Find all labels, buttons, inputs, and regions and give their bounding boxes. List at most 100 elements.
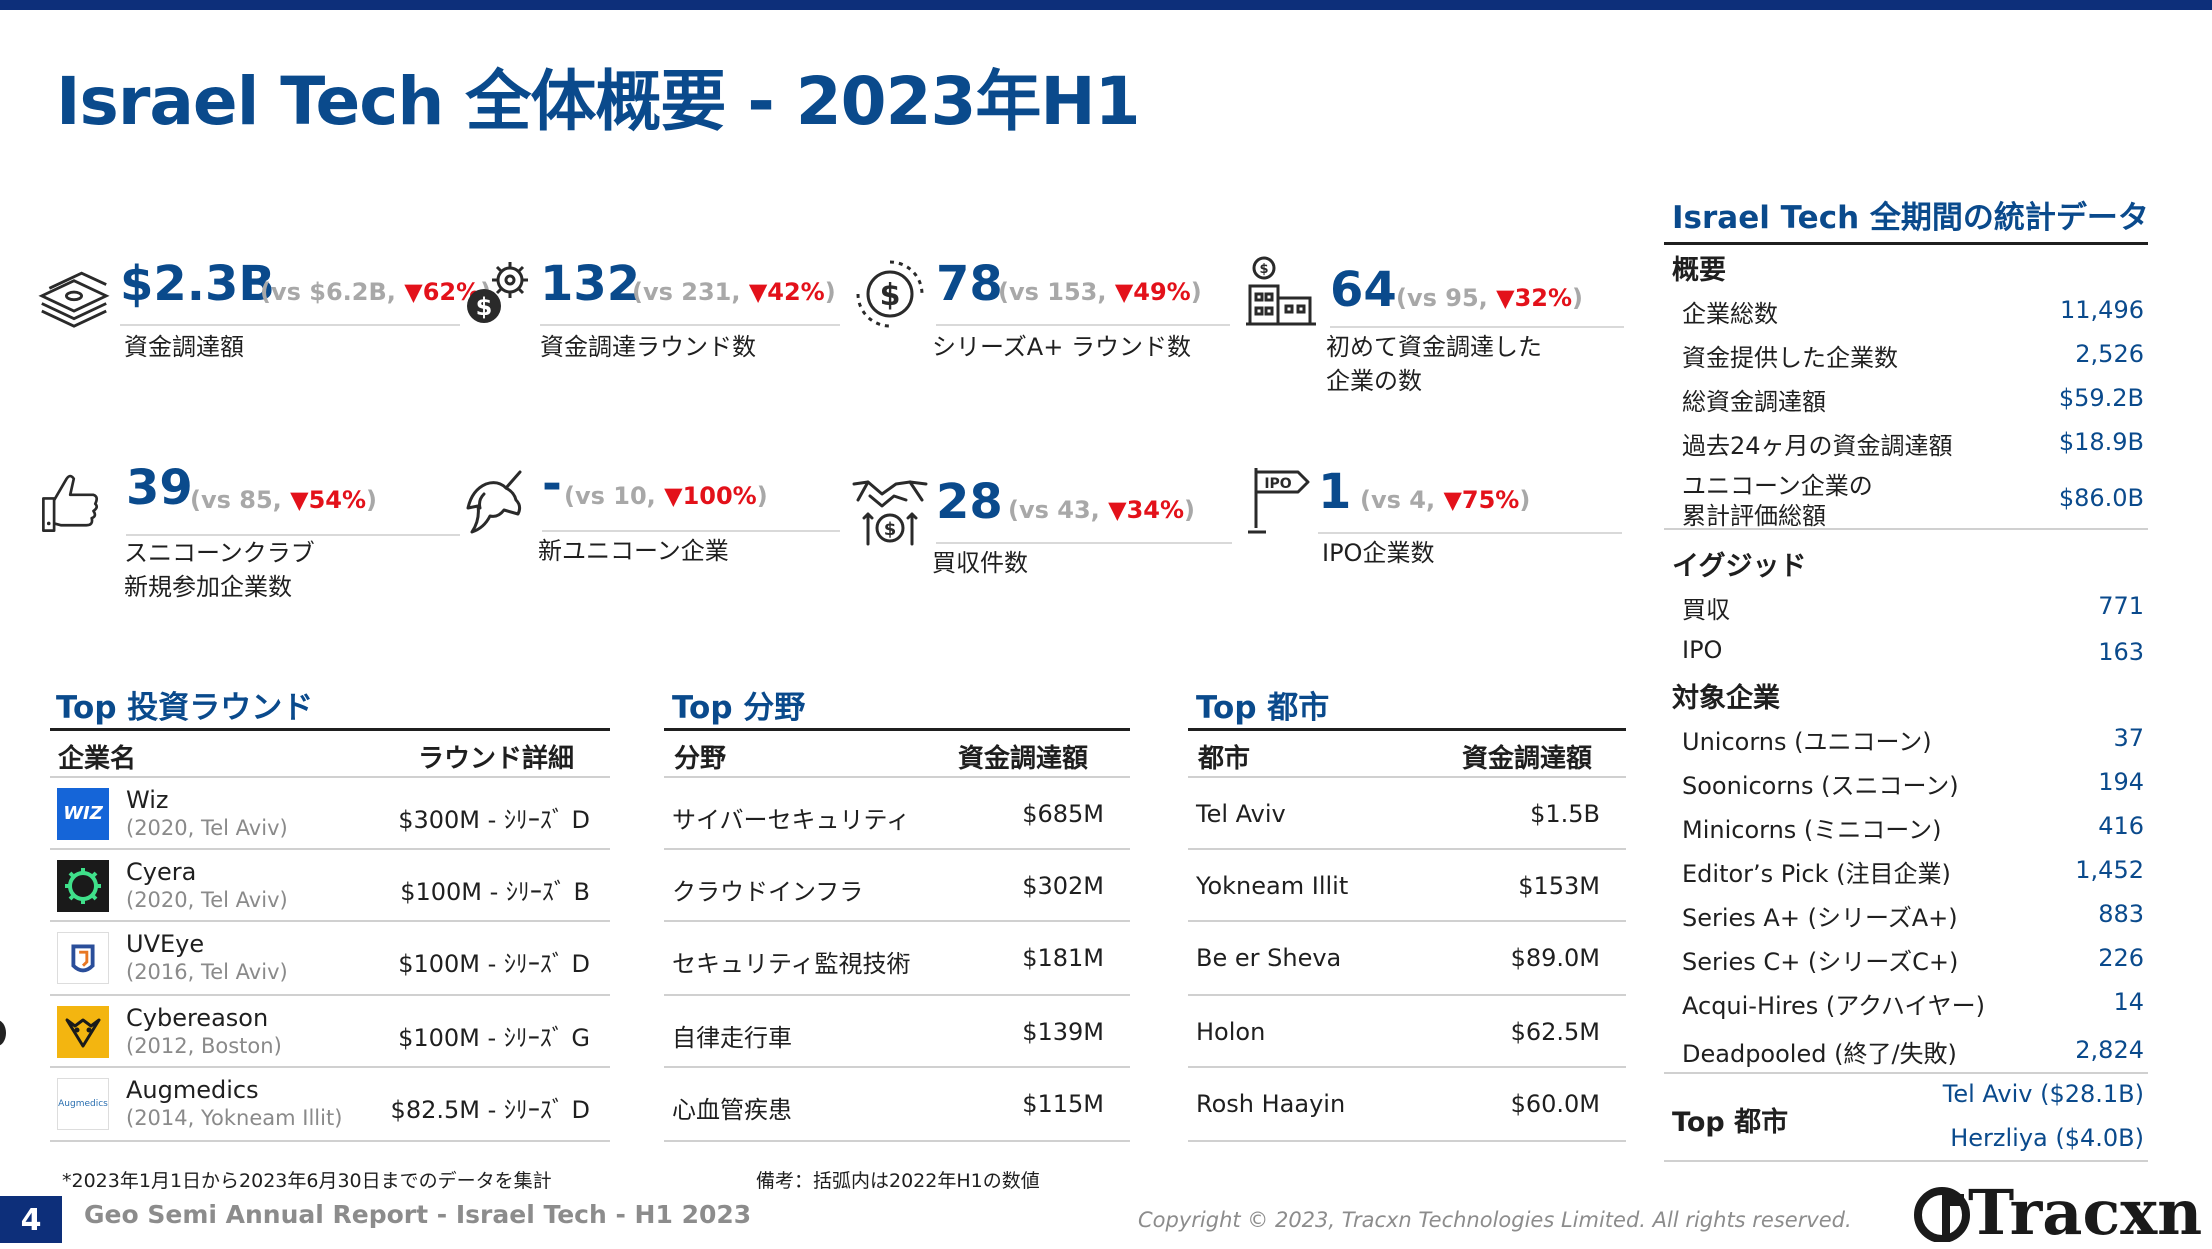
- row-divider: [664, 994, 1130, 996]
- stats-panel-title: Israel Tech 全期間の統計データ: [1672, 200, 2149, 236]
- stat-value: 226: [2098, 944, 2144, 972]
- city-name: Yokneam Illit: [1196, 872, 1349, 900]
- company-name: Augmedics: [126, 1076, 259, 1104]
- kpi-label: IPO企業数: [1322, 539, 1435, 567]
- company-name: UVEye: [126, 930, 205, 958]
- row-divider: [50, 1140, 610, 1142]
- cyera-logo: [57, 860, 109, 912]
- table-rule: [1188, 728, 1626, 731]
- field-name: サイバーセキュリティ: [672, 806, 911, 834]
- kpi-label: シリーズA+ ラウンド数: [932, 333, 1191, 361]
- stat-value: 771: [2098, 592, 2144, 620]
- stat-value: 883: [2098, 900, 2144, 928]
- kpi-value: 78: [936, 256, 1003, 312]
- column-header-funding: 資金調達額: [958, 744, 1089, 774]
- row-divider: [50, 1066, 610, 1068]
- svg-text:IPO: IPO: [1264, 476, 1291, 492]
- kpi-divider: [540, 324, 840, 326]
- kpi-divider: [126, 534, 460, 536]
- tracxn-logo-icon: [1914, 1187, 1970, 1242]
- page-title: Israel Tech 全体概要 - 2023年H1: [56, 63, 1141, 140]
- panel-rule: [1664, 242, 2148, 245]
- city-name: Holon: [1196, 1018, 1266, 1046]
- top-rounds-title: Top 投資ラウンド: [56, 690, 314, 726]
- column-header-round: ラウンド詳細: [418, 744, 575, 774]
- kpi-label-line2: 新規参加企業数: [124, 573, 292, 601]
- column-header-city: 都市: [1198, 744, 1251, 774]
- kpi-value: 132: [540, 256, 641, 312]
- kpi-label: 初めて資金調達した: [1326, 333, 1542, 361]
- kpi-new-unicorns: - (vs 10, ▼100%) 新ユニコーン企業: [458, 456, 840, 570]
- uveye-logo: [57, 932, 109, 984]
- kpi-funding-rounds: $ 132 (vs 231, ▼42%) 資金調達ラウンド数: [462, 250, 842, 361]
- stat-label: Series C+ (シリーズC+): [1682, 948, 1959, 976]
- top-city-first: Tel Aviv ($28.1B): [1942, 1080, 2144, 1108]
- row-divider: [664, 1140, 1130, 1142]
- stat-value: 416: [2098, 812, 2144, 840]
- row-divider: [1188, 1140, 1626, 1142]
- row-divider: [664, 920, 1130, 922]
- kpi-value: 39: [126, 460, 193, 516]
- kpi-change-down: ▼42%: [748, 278, 825, 306]
- city-name: Be er Sheva: [1196, 944, 1342, 972]
- stat-value: 2,824: [2075, 1036, 2144, 1064]
- footnote-period: *2023年1月1日から2023年6月30日までのデータを集計: [62, 1170, 552, 1192]
- stats-group-top-city: Top 都市: [1672, 1107, 1789, 1138]
- thumbs-up-icon: [42, 474, 99, 532]
- kpi-change-down: ▼100%: [664, 482, 757, 510]
- field-value: $302M: [1022, 872, 1104, 900]
- stat-label: Series A+ (シリーズA+): [1682, 904, 1958, 932]
- panel-divider: [1664, 528, 2148, 530]
- stat-label: IPO: [1682, 636, 1723, 664]
- kpi-divider: [1318, 532, 1622, 534]
- kpi-label: スニコーンクラブ: [124, 539, 315, 567]
- wiz-logo: WIZ: [57, 788, 109, 840]
- stat-value: 1,452: [2075, 856, 2144, 884]
- row-divider: [50, 920, 610, 922]
- svg-text:$: $: [476, 293, 493, 321]
- kpi-ipos: IPO 1 (vs 4, ▼75%) IPO企業数: [1244, 460, 1624, 570]
- kpi-change-down: ▼34%: [1108, 496, 1185, 524]
- kpi-label: 買収件数: [932, 549, 1028, 577]
- top-city-second: Herzliya ($4.0B): [1950, 1124, 2144, 1152]
- round-detail: $82.5M - ｼﾘｰｽﾞ D: [390, 1096, 590, 1124]
- field-value: $139M: [1022, 1018, 1104, 1046]
- edge-marker: [0, 1020, 6, 1046]
- svg-text:$: $: [884, 519, 897, 540]
- field-name: 心血管疾患: [672, 1096, 792, 1124]
- row-divider: [50, 848, 610, 850]
- kpi-compare: (vs 10, ▼100%): [564, 482, 768, 510]
- field-value: $115M: [1022, 1090, 1104, 1118]
- dollar-coin-icon: $: [856, 260, 924, 328]
- stat-label: 過去24ヶ月の資金調達額: [1682, 432, 1953, 460]
- city-value: $60.0M: [1510, 1090, 1600, 1118]
- kpi-compare: (vs 231, ▼42%): [632, 278, 836, 306]
- kpi-change-down: ▼49%: [1114, 278, 1191, 306]
- stat-label: 資金提供した企業数: [1682, 344, 1898, 372]
- column-header-funding: 資金調達額: [1462, 744, 1593, 774]
- kpi-value: 1: [1318, 464, 1352, 520]
- kpi-compare: (vs 153, ▼49%): [998, 278, 1202, 306]
- kpi-divider: [120, 324, 460, 326]
- city-name: Tel Aviv: [1196, 800, 1286, 828]
- field-name: セキュリティ監視技術: [672, 950, 911, 978]
- money-stack-icon: [38, 271, 110, 328]
- kpi-acquisitions: $ 28 (vs 43, ▼34%) 買収件数: [852, 470, 1232, 580]
- top-accent-bar: [0, 0, 2212, 10]
- company-meta: (2012, Boston): [126, 1034, 282, 1058]
- stat-value: $59.2B: [2058, 384, 2144, 412]
- column-header-company: 企業名: [58, 744, 137, 774]
- stat-value: 37: [2113, 724, 2144, 752]
- kpi-compare: (vs $6.2B, ▼62%): [260, 278, 491, 306]
- office-building-icon: $: [1246, 256, 1316, 326]
- footer-title: Geo Semi Annual Report - Israel Tech - H…: [84, 1200, 752, 1229]
- row-divider: [1188, 994, 1626, 996]
- kpi-funding-amount: $2.3B (vs $6.2B, ▼62%) 資金調達額: [38, 250, 491, 361]
- kpi-change-down: ▼75%: [1443, 486, 1520, 514]
- panel-divider: [1664, 1160, 2148, 1162]
- stat-value: $18.9B: [2058, 428, 2144, 456]
- kpi-divider: [1330, 326, 1624, 328]
- field-name: 自律走行車: [672, 1024, 792, 1052]
- row-divider: [664, 1066, 1130, 1068]
- top-fields-title: Top 分野: [672, 690, 806, 726]
